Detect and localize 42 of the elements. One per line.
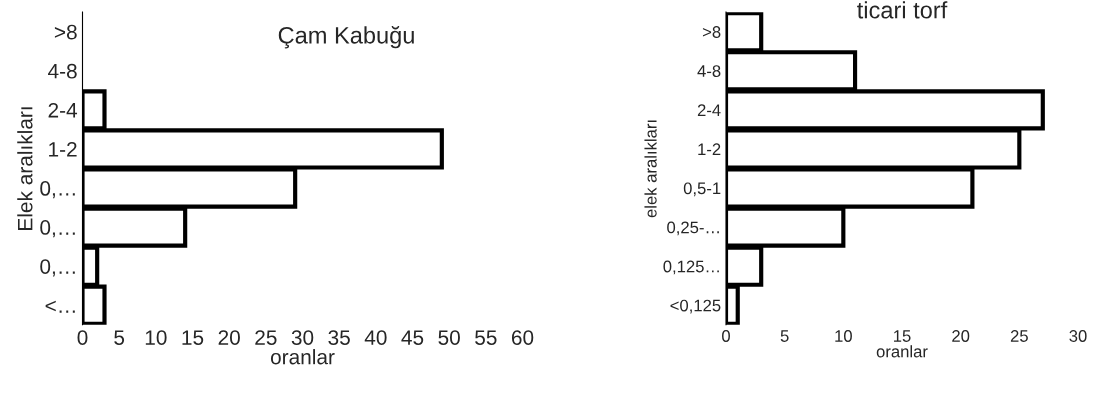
x-tick-label: 0 bbox=[77, 330, 88, 345]
y-tick-label: 0,25-… bbox=[667, 221, 719, 236]
x-tick-label: 10 bbox=[145, 330, 167, 345]
y-tick-label: <… bbox=[45, 300, 75, 313]
x-tick-label: 15 bbox=[894, 330, 911, 342]
y-tick-label: 0,… bbox=[40, 220, 75, 238]
y-tick-label: 1-2 bbox=[49, 141, 77, 157]
y-tick-label: 4-8 bbox=[697, 65, 721, 77]
y-tick-label: 4-8 bbox=[48, 63, 77, 79]
x-tick-label: 15 bbox=[182, 330, 204, 345]
x-tick-label: 0 bbox=[722, 330, 730, 342]
x-tick-label: 25 bbox=[255, 330, 277, 345]
text: Çam Kabuğu bbox=[278, 25, 414, 49]
y-tick-label: <0,125 bbox=[670, 299, 721, 314]
x-tick-label: 20 bbox=[218, 330, 240, 345]
x-tick-label: 30 bbox=[291, 330, 314, 345]
y-tick-label: 2-4 bbox=[48, 102, 78, 118]
x-tick-label: 50 bbox=[438, 330, 460, 345]
x-tick-label: 45 bbox=[401, 330, 424, 345]
y-tick-label: 0,… bbox=[40, 181, 75, 199]
y-tick-label: 2-4 bbox=[697, 104, 721, 116]
x-axis-title: oranlar bbox=[876, 345, 928, 358]
x-tick-label: 30 bbox=[1069, 330, 1087, 342]
x-axis-title: oranlar bbox=[270, 349, 335, 365]
x-tick-label: 10 bbox=[835, 330, 852, 342]
x-tick-label: 55 bbox=[475, 330, 497, 345]
x-tick-label: 40 bbox=[364, 330, 387, 345]
x-tick-label: 5 bbox=[114, 330, 125, 345]
y-tick-label: 1-2 bbox=[698, 143, 721, 155]
x-tick-label: 25 bbox=[1010, 330, 1028, 342]
y-tick-label: 0,… bbox=[40, 259, 75, 277]
y-axis-title: elek aralıkları bbox=[644, 120, 657, 218]
x-tick-label: 5 bbox=[780, 330, 789, 342]
x-tick-label: 20 bbox=[952, 330, 970, 342]
y-tick-label: 0,125… bbox=[663, 260, 719, 275]
y-axis-title: Elek aralıkları bbox=[17, 107, 33, 230]
y-tick-label: >8 bbox=[702, 26, 721, 38]
chart-title: ticari torf bbox=[857, 1, 948, 19]
y-tick-label: 0,5-1 bbox=[683, 182, 721, 197]
y-tick-label: >8 bbox=[54, 24, 77, 40]
x-tick-label: 60 bbox=[511, 330, 534, 345]
x-tick-label: 35 bbox=[328, 330, 350, 345]
